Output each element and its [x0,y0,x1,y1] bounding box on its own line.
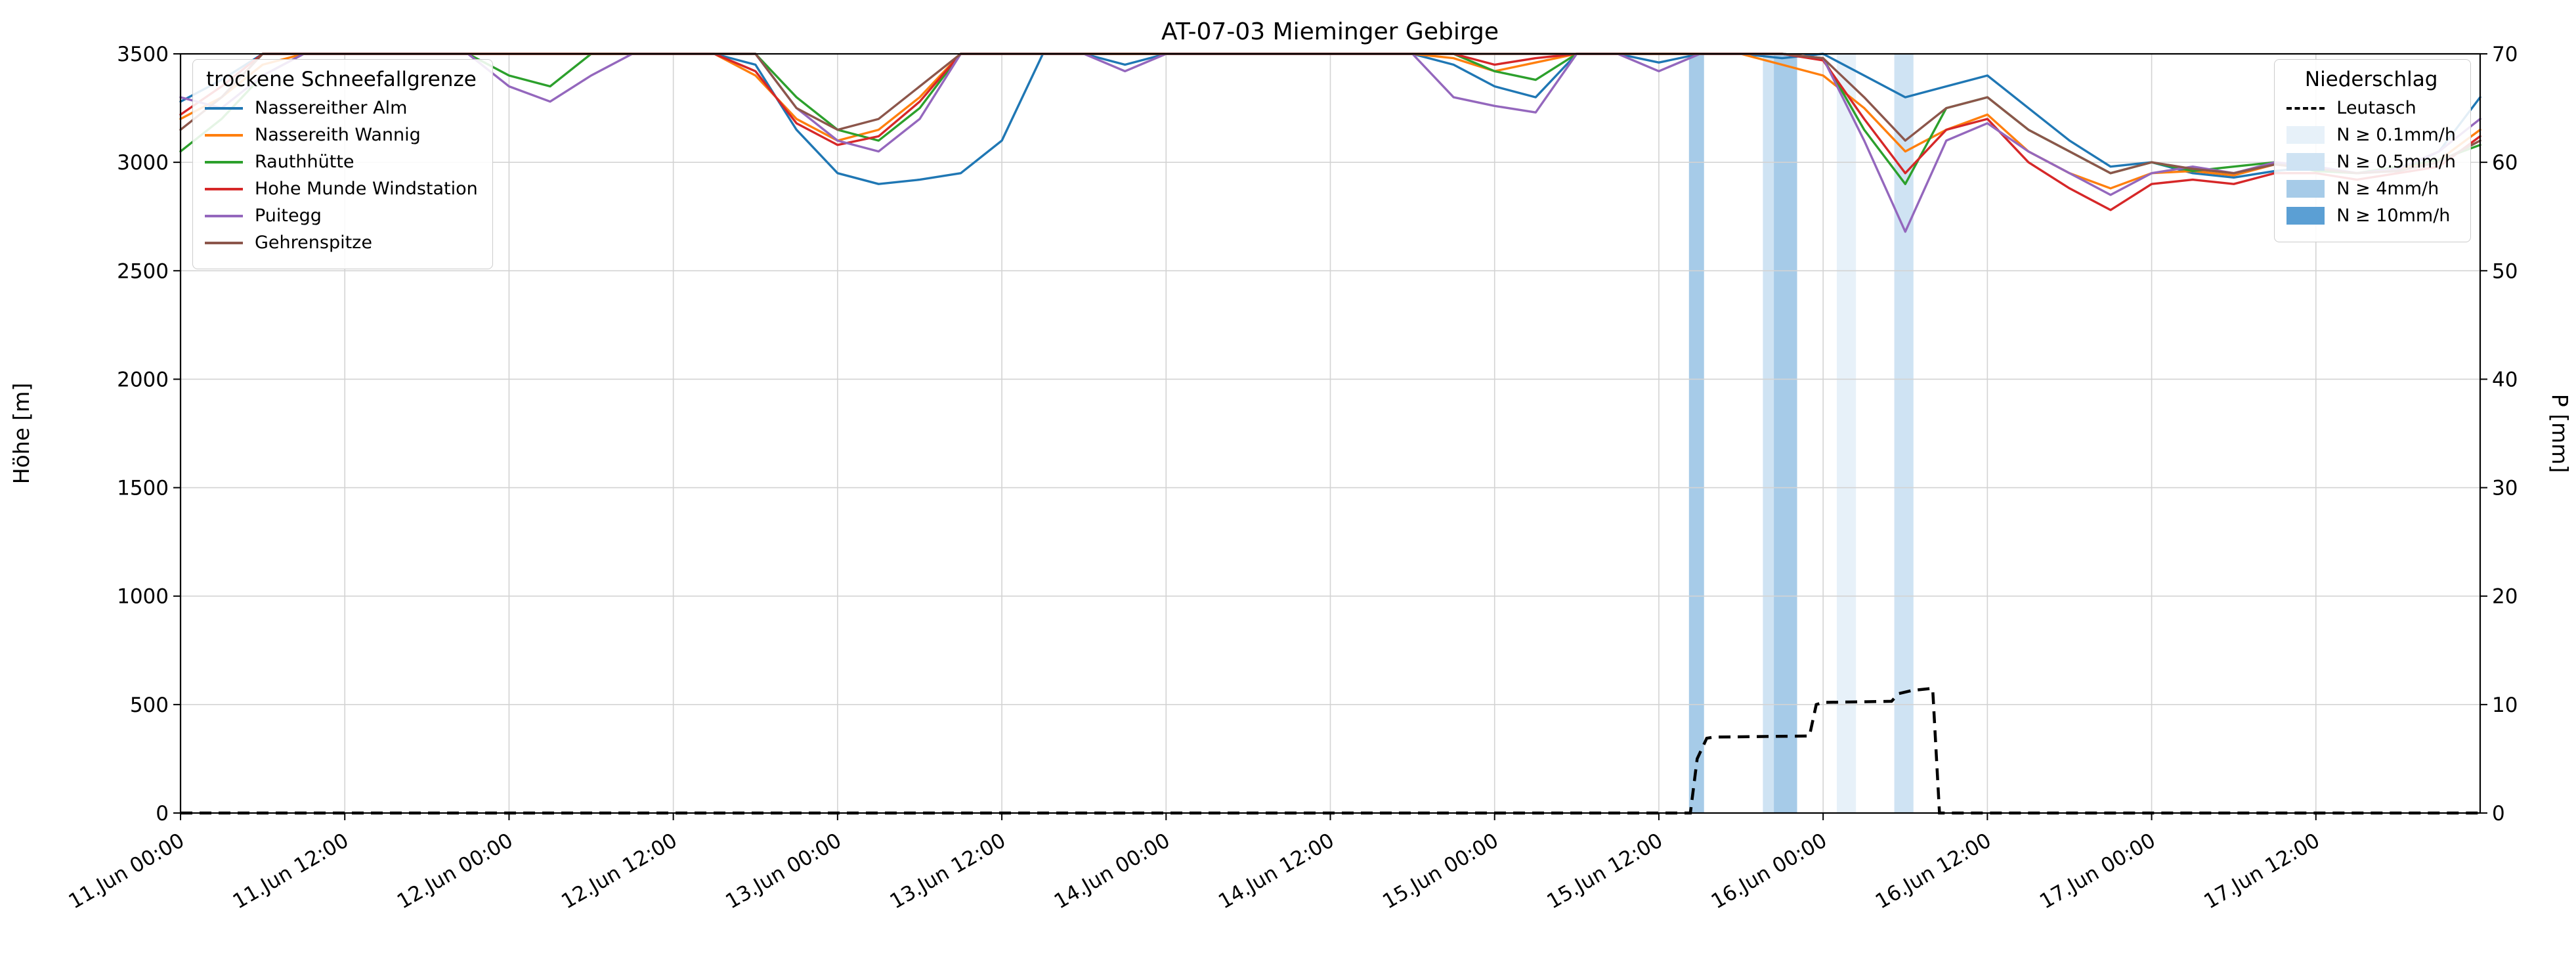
y-right-tick-label: 60 [2492,151,2518,175]
precip-span [1763,54,1774,813]
legend-snowline-entries: Nassereither Alm Nassereith Wannig Rauthhü… [205,98,478,253]
y-right-tick-label: 10 [2492,693,2518,717]
y-left-tick-label: 2500 [117,259,169,283]
line-swatch [205,187,243,190]
y-left-tick-label: 500 [130,693,169,717]
x-tick-label: 12.Jun 12:00 [557,829,681,914]
precip-span-layer [1688,54,1914,813]
x-tick-label: 14.Jun 12:00 [1214,829,1339,914]
dashed-line-swatch [2286,106,2325,110]
patch-swatch [2286,180,2325,198]
precip-span [1836,54,1857,813]
legend-entry: Nassereither Alm [205,98,478,118]
legend-entry: Rauthhütte [205,152,478,172]
legend-entry-label: Leutasch [2336,98,2416,118]
legend-precip-title: Niederschlag [2304,68,2438,91]
patch-swatch [2286,126,2325,144]
line-swatch [205,241,243,244]
x-tick-label: 17.Jun 12:00 [2200,829,2324,914]
legend-entry: N ≥ 0.5mm/h [2286,152,2456,172]
legend-entry: Hohe Munde Windstation [205,179,478,199]
legend-entry-label: Hohe Munde Windstation [255,179,478,199]
line-swatch [205,133,243,137]
legend-snowline: trockene Schneefallgrenze Nassereither A… [192,59,493,269]
patch-swatch [2286,207,2325,225]
x-tick-label: 17.Jun 00:00 [2036,829,2160,914]
legend-entry-label: Puitegg [255,206,322,226]
precip-span [1688,54,1704,813]
legend-precip-entries: Leutasch N ≥ 0.1mm/h N ≥ 0.5mm/h N ≥ 4mm/h N… [2286,98,2456,226]
legend-entry-label: Nassereith Wannig [255,125,421,145]
x-tick-label: 15.Jun 00:00 [1379,829,1503,914]
legend-entry-label: Rauthhütte [255,152,354,172]
y-right-tick-label: 20 [2492,585,2518,609]
y-left-tick-label: 0 [156,802,169,825]
y-right-tick-label: 70 [2492,43,2518,66]
patch-swatch [2286,153,2325,171]
legend-entry: N ≥ 4mm/h [2286,179,2456,199]
x-tick-label: 14.Jun 00:00 [1050,829,1174,914]
legend-entry-label: N ≥ 4mm/h [2336,179,2439,199]
legend-entry-label: N ≥ 0.1mm/h [2336,125,2456,145]
legend-entry: N ≥ 10mm/h [2286,206,2456,226]
y-right-tick-label: 30 [2492,477,2518,500]
legend-entry-label: N ≥ 10mm/h [2336,206,2451,226]
legend-entry-label: Gehrenspitze [255,232,372,253]
x-tick-label: 11.Jun 12:00 [229,829,353,914]
y-left-tick-label: 1000 [117,585,169,609]
legend-snowline-title: trockene Schneefallgrenze [205,68,477,91]
x-tick-label: 16.Jun 12:00 [1872,829,1996,914]
y-right-tick-label: 50 [2492,259,2518,283]
line-swatch [205,160,243,164]
legend-entry-label: Nassereither Alm [255,98,408,118]
legend-precip: Niederschlag Leutasch N ≥ 0.1mm/h N ≥ 0.5m… [2274,59,2471,242]
x-tick-label: 11.Jun 00:00 [64,829,188,914]
y-right-tick-label: 40 [2492,368,2518,391]
legend-entry: Nassereith Wannig [205,125,478,145]
legend-entry: Leutasch [2286,98,2456,118]
x-tick-label: 16.Jun 00:00 [1707,829,1832,914]
x-tick-label: 13.Jun 12:00 [886,829,1010,914]
y-left-tick-label: 3500 [117,43,169,66]
chart-title: AT-07-03 Mieminger Gebirge [1161,18,1499,45]
y-axis-right-label: P [mm] [2547,394,2573,473]
y-left-tick-label: 1500 [117,477,169,500]
y-right-tick-label: 0 [2492,802,2505,825]
legend-entry: Puitegg [205,206,478,226]
x-tick-label: 15.Jun 12:00 [1543,829,1667,914]
legend-entry-label: N ≥ 0.5mm/h [2336,152,2456,172]
legend-entry: Gehrenspitze [205,232,478,253]
precip-line-leutasch [181,686,2480,815]
x-tick-label: 12.Jun 00:00 [393,829,517,914]
x-tick-label: 13.Jun 00:00 [721,829,846,914]
legend-entry: N ≥ 0.1mm/h [2286,125,2456,145]
line-swatch [205,214,243,217]
line-swatch [205,106,243,110]
y-axis-left-label: Höhe [m] [9,383,34,485]
precip-line-layer [181,686,2480,815]
y-left-tick-label: 2000 [117,368,169,391]
precip-span [1774,54,1797,813]
y-left-tick-label: 3000 [117,151,169,175]
